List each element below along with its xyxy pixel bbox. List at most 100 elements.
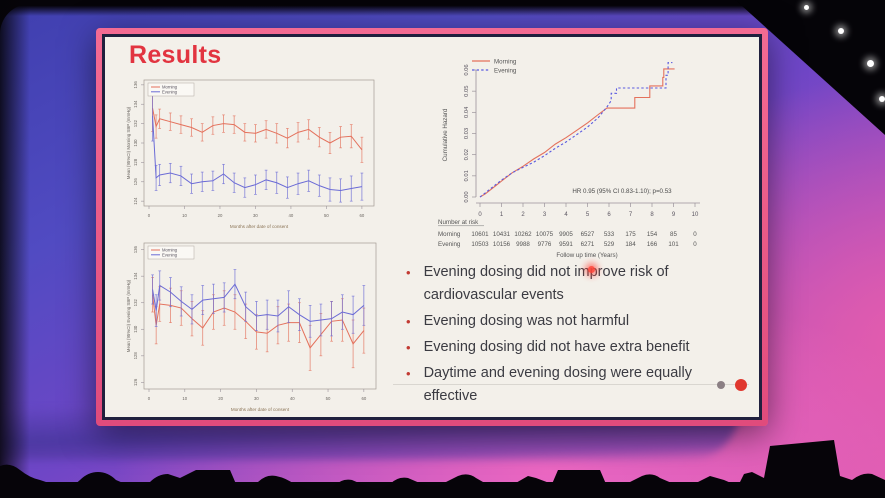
svg-text:0.06: 0.06 <box>464 64 470 75</box>
ceiling-light-icon <box>867 60 874 67</box>
svg-text:0.00: 0.00 <box>464 191 470 202</box>
slide-title: Results <box>129 41 222 69</box>
svg-text:9591: 9591 <box>559 241 573 248</box>
svg-text:184: 184 <box>625 241 636 248</box>
svg-text:4: 4 <box>564 212 568 218</box>
svg-text:30: 30 <box>253 213 258 218</box>
svg-text:Morning: Morning <box>162 85 178 90</box>
svg-text:10075: 10075 <box>536 231 554 238</box>
svg-text:10156: 10156 <box>493 241 511 248</box>
svg-text:Morning: Morning <box>438 231 461 238</box>
svg-text:Months after date of consent: Months after date of consent <box>231 407 290 412</box>
svg-text:0.05: 0.05 <box>464 86 470 97</box>
svg-text:0: 0 <box>148 213 151 218</box>
svg-text:166: 166 <box>647 241 658 248</box>
svg-text:10: 10 <box>692 212 699 218</box>
bullet-item: • Evening dosing did not improve risk of … <box>406 261 746 307</box>
svg-text:Evening: Evening <box>494 67 517 74</box>
svg-text:6271: 6271 <box>581 241 595 248</box>
bullet-item: • Evening dosing was not harmful <box>406 310 746 333</box>
svg-text:126: 126 <box>133 178 138 186</box>
svg-text:6: 6 <box>607 212 611 218</box>
bullet-marker: • <box>406 314 411 329</box>
svg-text:0.03: 0.03 <box>464 128 470 139</box>
left-vignette <box>0 0 30 498</box>
svg-text:60: 60 <box>360 213 365 218</box>
laser-pointer-dot <box>588 266 595 273</box>
svg-text:10431: 10431 <box>493 231 511 238</box>
svg-text:130: 130 <box>133 139 138 147</box>
svg-text:10503: 10503 <box>471 241 489 248</box>
svg-text:130: 130 <box>133 325 138 333</box>
svg-text:128: 128 <box>133 352 138 360</box>
svg-text:40: 40 <box>290 396 295 401</box>
svg-text:9776: 9776 <box>538 241 552 248</box>
svg-text:132: 132 <box>133 119 138 127</box>
svg-text:85: 85 <box>670 231 677 238</box>
svg-text:0: 0 <box>693 241 697 248</box>
svg-text:8: 8 <box>650 212 654 218</box>
audience-silhouette <box>0 440 885 498</box>
svg-text:Mean (95%CI) Evening SBP (mmHg: Mean (95%CI) Evening SBP (mmHg) <box>126 279 131 352</box>
bullet-marker: • <box>406 340 411 355</box>
slide-inner-frame: Results 0 10 20 30 40 50 60 124 126 128 130 132 134 1… <box>102 34 762 420</box>
svg-text:0.02: 0.02 <box>464 149 470 160</box>
svg-text:175: 175 <box>625 231 636 238</box>
svg-text:132: 132 <box>133 299 138 307</box>
bullet-item: • Daytime and evening dosing were equally… <box>406 362 746 408</box>
svg-text:40: 40 <box>289 213 294 218</box>
svg-text:136: 136 <box>133 81 138 89</box>
svg-text:Follow up time (Years): Follow up time (Years) <box>556 252 617 259</box>
nav-dot-inactive <box>717 381 725 389</box>
presentation-slide: Results 0 10 20 30 40 50 60 124 126 128 130 132 134 1… <box>96 28 768 426</box>
svg-text:Mean (95%CI) Morning SBP (mmHg: Mean (95%CI) Morning SBP (mmHg) <box>126 106 131 179</box>
svg-text:0: 0 <box>693 231 697 238</box>
svg-text:Evening: Evening <box>438 241 461 248</box>
ceiling-light-icon <box>879 96 885 102</box>
svg-text:9: 9 <box>672 212 676 218</box>
svg-text:HR 0.95 (95% CI 0.83-1.10); p=: HR 0.95 (95% CI 0.83-1.10); p=0.53 <box>572 188 672 195</box>
svg-text:0.01: 0.01 <box>464 170 470 181</box>
svg-text:Number at risk: Number at risk <box>438 219 479 226</box>
svg-text:Morning: Morning <box>162 248 178 253</box>
svg-text:533: 533 <box>604 231 615 238</box>
svg-text:10: 10 <box>182 213 187 218</box>
svg-text:10262: 10262 <box>514 231 532 238</box>
bullet-text: Evening dosing did not improve risk of c… <box>423 264 669 303</box>
svg-text:Evening: Evening <box>162 90 178 95</box>
svg-text:124: 124 <box>133 197 138 205</box>
bullet-text: Evening dosing was not harmful <box>423 313 630 329</box>
svg-text:50: 50 <box>324 213 329 218</box>
slide-content: Results 0 10 20 30 40 50 60 124 126 128 130 132 134 1… <box>105 37 759 417</box>
svg-text:50: 50 <box>326 396 331 401</box>
svg-text:10601: 10601 <box>471 231 489 238</box>
svg-text:10: 10 <box>182 396 187 401</box>
ceiling-light-icon <box>838 28 844 34</box>
svg-text:30: 30 <box>254 396 259 401</box>
bullet-marker: • <box>406 366 411 381</box>
evening-sbp-chart: 0 10 20 30 40 50 60 126 128 130 132 134 136 Mean (95%… <box>126 242 377 412</box>
svg-text:134: 134 <box>133 100 138 108</box>
svg-text:101: 101 <box>668 241 679 248</box>
svg-text:20: 20 <box>218 213 223 218</box>
morning-sbp-chart: 0 10 20 30 40 50 60 124 126 128 130 132 134 136 Mean (… <box>126 79 375 229</box>
svg-text:9988: 9988 <box>516 241 530 248</box>
svg-text:2: 2 <box>521 212 525 218</box>
svg-text:Evening: Evening <box>162 253 178 258</box>
svg-text:5: 5 <box>586 212 590 218</box>
svg-text:20: 20 <box>218 396 223 401</box>
svg-text:154: 154 <box>647 231 658 238</box>
svg-text:60: 60 <box>361 396 366 401</box>
svg-text:136: 136 <box>133 245 138 253</box>
svg-text:1: 1 <box>500 212 504 218</box>
svg-text:3: 3 <box>543 212 547 218</box>
svg-text:7: 7 <box>629 212 633 218</box>
slide-footer-line <box>393 384 749 385</box>
bullet-text: Evening dosing did not have extra benefi… <box>423 339 690 355</box>
svg-text:128: 128 <box>133 158 138 166</box>
nav-dot-active <box>735 379 747 391</box>
top-vignette <box>0 0 885 16</box>
bullet-text: Daytime and evening dosing were equally … <box>423 365 692 404</box>
svg-text:0.04: 0.04 <box>464 106 470 118</box>
